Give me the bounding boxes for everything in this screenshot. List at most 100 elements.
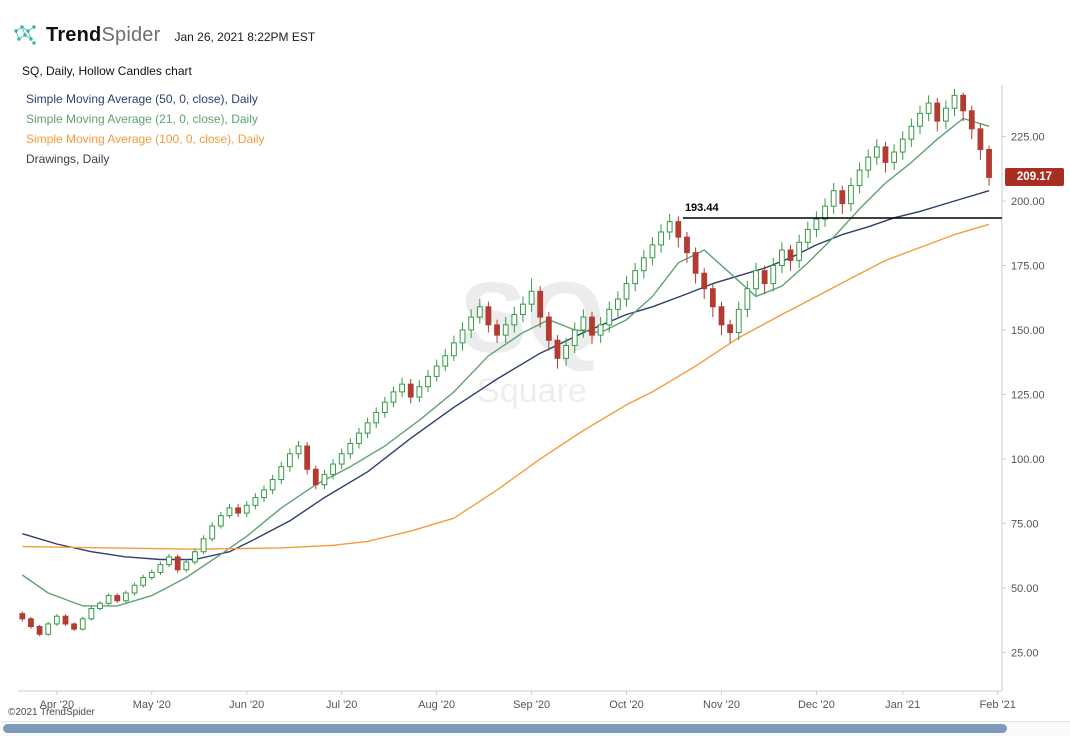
candle-body xyxy=(450,342,457,357)
candle-body xyxy=(53,615,60,625)
x-axis-label: Jun '20 xyxy=(229,699,264,711)
candle-body xyxy=(62,615,69,625)
candle-body xyxy=(407,383,414,398)
candle-body xyxy=(390,391,397,403)
candle-body xyxy=(166,556,172,566)
x-axis-label: Jul '20 xyxy=(326,699,357,711)
candle-body xyxy=(735,308,742,334)
candle-body xyxy=(485,306,492,326)
candle-body xyxy=(36,626,43,635)
candle-body xyxy=(97,602,103,609)
sma-100-line xyxy=(22,223,990,550)
x-axis-label: Dec '20 xyxy=(798,699,835,711)
candle-body xyxy=(28,618,34,628)
candle-body xyxy=(917,112,923,127)
y-axis-label: 225.00 xyxy=(1011,132,1045,144)
candle-body xyxy=(744,288,751,310)
candle-body xyxy=(813,218,820,230)
candle-body xyxy=(545,316,552,341)
y-axis-label: 25.00 xyxy=(1011,647,1039,659)
x-axis-label: Nov '20 xyxy=(703,699,740,711)
candle-body xyxy=(88,607,95,620)
candle-body xyxy=(986,148,992,178)
y-axis-label: 75.00 xyxy=(1011,518,1039,530)
candle-body xyxy=(192,551,198,563)
candle-body xyxy=(79,618,86,630)
candle-body xyxy=(114,595,121,602)
candle-body xyxy=(494,324,500,336)
legend-item[interactable]: Drawings, Daily xyxy=(26,152,110,166)
y-axis-label: 200.00 xyxy=(1011,196,1045,208)
candle-body xyxy=(666,221,673,233)
candle-body xyxy=(908,125,915,140)
candle-body xyxy=(200,538,207,553)
y-axis-label: 100.00 xyxy=(1011,454,1045,466)
legend-item[interactable]: Simple Moving Average (50, 0, close), Da… xyxy=(26,92,258,106)
candle-body xyxy=(537,290,544,318)
candle-body xyxy=(822,205,828,220)
x-axis-label: Jan '21 xyxy=(885,699,920,711)
y-axis-label: 150.00 xyxy=(1011,325,1045,337)
candle-body xyxy=(899,138,906,153)
candle-body xyxy=(787,249,794,261)
candle-body xyxy=(19,613,26,620)
candle-body xyxy=(157,564,164,573)
horizontal-scrollbar[interactable] xyxy=(0,721,1070,736)
y-axis-label: 50.00 xyxy=(1011,583,1039,595)
candle-body xyxy=(571,329,578,346)
candle-body xyxy=(960,94,967,112)
candle-body xyxy=(71,623,78,630)
x-axis-label: Sep '20 xyxy=(513,699,550,711)
y-axis-label: 175.00 xyxy=(1011,261,1045,273)
candle-body xyxy=(459,329,466,344)
candle-body xyxy=(226,507,233,517)
watermark-name: Square xyxy=(477,372,587,410)
candle-body xyxy=(684,236,690,254)
candle-body xyxy=(925,102,932,114)
copyright-text: ©2021 TrendSpider xyxy=(8,707,95,718)
brand-name: TrendSpider xyxy=(46,24,160,47)
candle-body xyxy=(183,561,190,571)
candle-body xyxy=(174,556,181,571)
legend-item[interactable]: Simple Moving Average (21, 0, close), Da… xyxy=(26,112,258,126)
candle-body xyxy=(330,463,336,475)
candle-body xyxy=(856,169,863,187)
header: TrendSpider Jan 26, 2021 8:22PM EST xyxy=(12,22,315,48)
candle-body xyxy=(338,453,345,465)
candle-body xyxy=(709,288,716,308)
candle-body xyxy=(727,324,734,334)
candle-body xyxy=(554,339,561,359)
candle-body xyxy=(830,190,837,207)
candle-body xyxy=(796,241,803,261)
candle-body xyxy=(891,151,898,163)
candle-body xyxy=(278,466,285,481)
candle-body xyxy=(778,249,785,267)
candle-body xyxy=(597,324,604,336)
candle-body xyxy=(304,445,311,470)
scrollbar-thumb[interactable] xyxy=(3,724,1007,733)
candle-body xyxy=(873,146,880,158)
candle-body xyxy=(356,432,362,444)
candle-body xyxy=(131,584,138,594)
candle-body xyxy=(381,401,388,413)
candle-body xyxy=(235,507,242,514)
x-axis-label: Aug '20 xyxy=(418,699,455,711)
candle-body xyxy=(606,308,613,326)
candle-body xyxy=(373,411,380,424)
candle-body xyxy=(761,270,768,285)
candle-body xyxy=(848,185,854,205)
candle-body xyxy=(269,479,276,491)
legend-item[interactable]: Simple Moving Average (100, 0, close), D… xyxy=(26,132,265,146)
candle-body xyxy=(692,252,699,274)
x-axis-label: May '20 xyxy=(133,699,171,711)
candle-body xyxy=(770,265,777,285)
candle-body xyxy=(804,228,811,243)
candle-body xyxy=(589,316,595,336)
candle-body xyxy=(217,515,224,527)
candle-body xyxy=(347,442,354,455)
candle-body xyxy=(425,375,431,388)
candle-body xyxy=(243,504,250,514)
candle-body xyxy=(520,303,526,316)
